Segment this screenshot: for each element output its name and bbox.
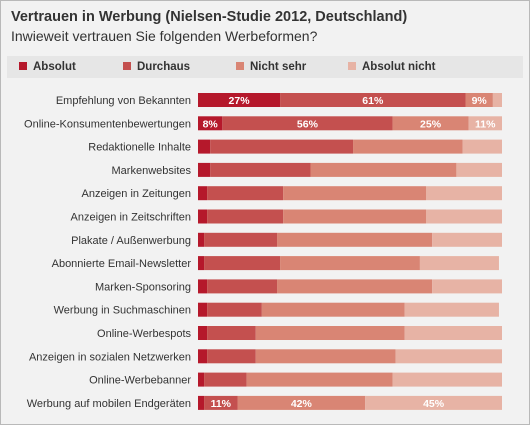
bar-online-werbespots-nicht-sehr — [255, 326, 405, 340]
bar-online-werbebanner-absolut-nicht — [392, 372, 502, 387]
category-label-anzeigen-in-zeitungen: Anzeigen in Zeitungen — [82, 188, 191, 200]
data-label-empfehlung-von-bekannten-absolut: 27% — [229, 95, 251, 107]
bar-online-werbebanner-absolut — [198, 372, 205, 387]
data-label-werbung-auf-mobilen-endgeraeten-absolut-nicht: 45% — [423, 398, 445, 410]
bar-anzeigen-in-zeitungen-absolut — [198, 186, 208, 201]
legend-label-nicht-sehr: Nicht sehr — [250, 61, 307, 73]
bar-empfehlung-von-bekannten-nicht-sehr — [465, 93, 493, 107]
bar-werbung-in-suchmaschinen-durchaus — [207, 302, 262, 317]
bar-plakate-aussenwerbung-nicht-sehr — [277, 232, 433, 247]
category-label-anzeigen-in-zeitschriften: Anzeigen in Zeitschriften — [71, 212, 191, 224]
bar-redaktionelle-inhalte-durchaus — [210, 139, 354, 154]
bar-plakate-aussenwerbung-durchaus — [204, 232, 278, 247]
bar-markenwebsites-durchaus — [210, 162, 311, 177]
bar-abonnierte-email-newsletter-absolut-nicht — [419, 256, 499, 271]
category-label-werbung-in-suchmaschinen: Werbung in Suchmaschinen — [54, 305, 191, 317]
bar-anzeigen-in-sozialen-netzwerken-absolut — [198, 349, 208, 364]
bar-redaktionelle-inhalte-absolut — [198, 139, 211, 154]
bar-marken-sponsoring-nicht-sehr — [277, 279, 433, 294]
bar-markenwebsites-absolut-nicht — [456, 162, 502, 177]
bar-werbung-auf-mobilen-endgeraeten-durchaus — [204, 395, 238, 410]
legend-label-absolut: Absolut — [33, 61, 76, 73]
legend-label-durchaus: Durchaus — [137, 61, 191, 73]
bar-anzeigen-in-sozialen-netzwerken-durchaus — [207, 349, 256, 364]
bar-anzeigen-in-sozialen-netzwerken-nicht-sehr — [255, 349, 396, 364]
category-label-marken-sponsoring: Marken-Sponsoring — [95, 281, 191, 293]
data-label-werbung-auf-mobilen-endgeraeten-durchaus: 11% — [211, 398, 232, 410]
legend-item-absolut: Absolut — [19, 61, 76, 73]
category-label-werbung-auf-mobilen-endgeraeten: Werbung auf mobilen Endgeräten — [27, 398, 191, 410]
bar-redaktionelle-inhalte-nicht-sehr — [353, 139, 463, 154]
bar-anzeigen-in-zeitschriften-nicht-sehr — [283, 209, 426, 224]
bar-online-werbespots-durchaus — [207, 326, 256, 340]
bar-anzeigen-in-zeitschriften-absolut-nicht — [426, 209, 502, 224]
category-label-online-konsumentenbewertungen: Online-Konsumentenbewertungen — [24, 118, 191, 130]
bar-online-konsumentenbewertungen-durchaus — [222, 116, 393, 131]
bar-werbung-auf-mobilen-endgeraeten-absolut — [198, 395, 205, 410]
bar-redaktionelle-inhalte-absolut-nicht — [462, 139, 502, 154]
bar-plakate-aussenwerbung-absolut — [198, 232, 205, 247]
data-label-online-konsumentenbewertungen-nicht-sehr: 25% — [420, 118, 442, 130]
bar-werbung-in-suchmaschinen-absolut-nicht — [404, 302, 499, 317]
category-label-markenwebsites: Markenwebsites — [112, 165, 192, 177]
bar-anzeigen-in-zeitungen-nicht-sehr — [283, 186, 426, 201]
bar-empfehlung-von-bekannten-absolut — [198, 93, 281, 107]
bar-werbung-in-suchmaschinen-nicht-sehr — [261, 302, 405, 317]
category-label-anzeigen-in-sozialen-netzwerken: Anzeigen in sozialen Netzwerken — [29, 351, 191, 363]
bar-markenwebsites-absolut — [198, 162, 211, 177]
data-label-online-konsumentenbewertungen-absolut: 8% — [203, 118, 219, 130]
bar-marken-sponsoring-absolut-nicht — [432, 279, 502, 294]
data-label-werbung-auf-mobilen-endgeraeten-nicht-sehr: 42% — [291, 398, 313, 410]
bar-online-werbebanner-nicht-sehr — [246, 372, 393, 387]
category-label-online-werbebanner: Online-Werbebanner — [89, 375, 191, 387]
bar-anzeigen-in-zeitschriften-absolut — [198, 209, 208, 224]
bar-anzeigen-in-sozialen-netzwerken-absolut-nicht — [395, 349, 502, 364]
bar-abonnierte-email-newsletter-nicht-sehr — [280, 256, 420, 271]
legend-label-absolut-nicht: Absolut nicht — [362, 61, 436, 73]
bar-online-konsumentenbewertungen-nicht-sehr — [392, 116, 469, 131]
legend-swatch-absolut — [19, 62, 27, 70]
bar-online-werbebanner-durchaus — [204, 372, 247, 387]
legend-swatch-durchaus — [123, 62, 131, 70]
bar-online-werbespots-absolut — [198, 326, 208, 340]
chart-subtitle: Inwieweit vertrauen Sie folgenden Werbef… — [11, 28, 318, 44]
bar-plakate-aussenwerbung-absolut-nicht — [432, 232, 502, 247]
bar-anzeigen-in-zeitungen-durchaus — [207, 186, 284, 201]
bar-abonnierte-email-newsletter-durchaus — [204, 256, 281, 271]
chart-title: Vertrauen in Werbung (Nielsen-Studie 201… — [11, 9, 408, 25]
category-label-redaktionelle-inhalte: Redaktionelle Inhalte — [88, 142, 191, 154]
bar-online-konsumentenbewertungen-absolut-nicht — [468, 116, 502, 131]
data-label-empfehlung-von-bekannten-nicht-sehr: 9% — [472, 95, 488, 107]
bar-abonnierte-email-newsletter-absolut — [198, 256, 205, 271]
legend-swatch-nicht-sehr — [236, 62, 244, 70]
bar-anzeigen-in-zeitungen-absolut-nicht — [426, 186, 502, 201]
legend-item-absolut-nicht: Absolut nicht — [348, 61, 435, 73]
bar-empfehlung-von-bekannten-absolut-nicht — [492, 93, 502, 107]
bar-online-werbespots-absolut-nicht — [404, 326, 502, 340]
bar-marken-sponsoring-durchaus — [207, 279, 278, 294]
bar-marken-sponsoring-absolut — [198, 279, 208, 294]
data-label-online-konsumentenbewertungen-absolut-nicht: 11% — [475, 118, 496, 130]
bar-online-konsumentenbewertungen-absolut — [198, 116, 223, 131]
category-label-abonnierte-email-newsletter: Abonnierte Email-Newsletter — [52, 258, 192, 270]
bar-markenwebsites-nicht-sehr — [310, 162, 457, 177]
bar-empfehlung-von-bekannten-durchaus — [280, 93, 466, 107]
bar-werbung-auf-mobilen-endgeraeten-absolut-nicht — [365, 395, 502, 410]
category-label-empfehlung-von-bekannten: Empfehlung von Bekannten — [56, 95, 191, 107]
data-label-empfehlung-von-bekannten-durchaus: 61% — [362, 95, 384, 107]
legend-item-nicht-sehr: Nicht sehr — [236, 61, 306, 73]
bar-anzeigen-in-zeitschriften-durchaus — [207, 209, 284, 224]
bar-werbung-auf-mobilen-endgeraeten-nicht-sehr — [237, 395, 366, 410]
chart-legend: Absolut Durchaus Nicht sehr Absolut nich… — [7, 56, 523, 78]
bar-werbung-in-suchmaschinen-absolut — [198, 302, 208, 317]
data-label-online-konsumentenbewertungen-durchaus: 56% — [297, 118, 319, 130]
category-label-plakate-aussenwerbung: Plakate / Außenwerbung — [71, 235, 191, 247]
legend-item-durchaus: Durchaus — [123, 61, 190, 73]
legend-swatch-absolut-nicht — [348, 62, 356, 70]
category-label-online-werbespots: Online-Werbespots — [97, 328, 191, 340]
